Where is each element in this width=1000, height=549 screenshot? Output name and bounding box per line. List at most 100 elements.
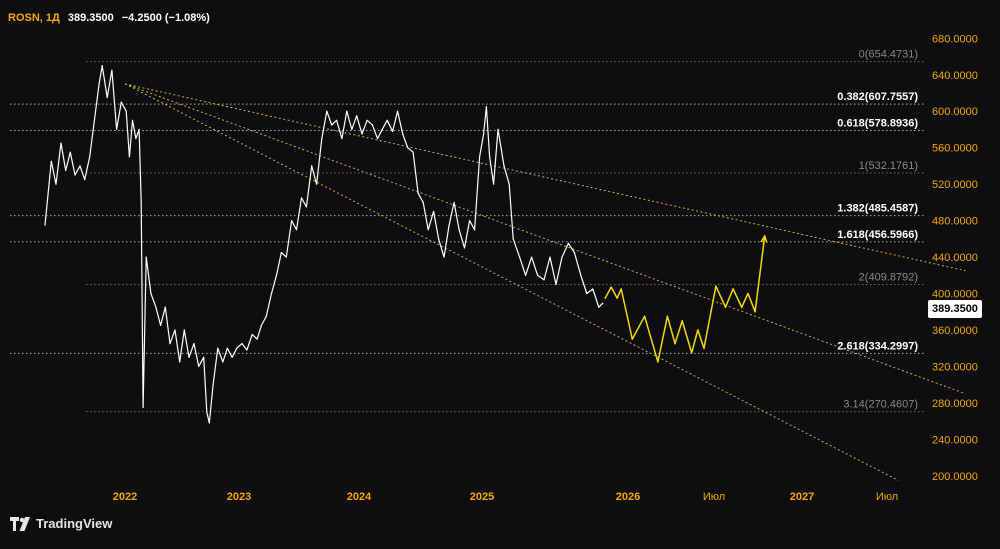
fibonacci-levels: 0(654.4731) 0.382(607.7557) 0.618(578.8936… — [10, 49, 926, 413]
price-point — [150, 292, 152, 295]
price-point — [285, 256, 287, 258]
fib-level-label: 1(532.1761) — [859, 160, 918, 172]
price-point — [376, 137, 379, 140]
price-point — [179, 361, 181, 363]
forecast-point — [747, 292, 749, 295]
legend-price: 389.3500 — [67, 12, 114, 24]
price-point — [226, 347, 229, 349]
price-point — [580, 274, 582, 276]
forecast-point — [610, 286, 612, 288]
price-point — [525, 274, 527, 276]
price-axis-tick: 320.0000 — [932, 361, 978, 373]
price-point — [222, 361, 224, 363]
price-point — [386, 119, 388, 121]
price-point — [381, 128, 383, 131]
price-point — [135, 137, 137, 140]
price-point — [84, 178, 86, 181]
price-point — [183, 329, 185, 331]
forecast-point — [754, 310, 756, 313]
price-point — [497, 128, 499, 131]
forecast-point — [604, 297, 606, 299]
forecast-point — [616, 297, 618, 299]
time-axis-tick: Июл — [876, 491, 898, 503]
price-point — [336, 119, 338, 121]
price-point — [208, 422, 210, 424]
price-point — [573, 251, 576, 254]
price-point — [74, 174, 76, 176]
price-point — [427, 229, 429, 231]
price-point — [60, 142, 62, 144]
forecast-point — [703, 347, 705, 349]
price-point — [275, 274, 278, 276]
price-point — [422, 201, 424, 203]
price-axis: 680.0000 640.0000 600.0000 560.0000 520.0000… — [932, 33, 978, 482]
price-point — [188, 356, 190, 358]
trendlines — [124, 83, 966, 481]
price-point — [519, 256, 521, 258]
price-point — [305, 206, 307, 208]
price-point — [537, 274, 539, 276]
forecast-point — [643, 315, 646, 318]
price-axis-tick: 360.0000 — [932, 325, 978, 337]
price-point — [453, 201, 455, 203]
price-point — [115, 128, 118, 131]
forecast-point — [740, 306, 743, 308]
price-point — [417, 192, 419, 194]
symbol-legend: ROSN, 1Д 389.3500 −4.2500 (−1.08%) — [8, 12, 210, 24]
price-axis-tick: 640.0000 — [932, 70, 978, 82]
time-axis-tick: 2023 — [227, 491, 251, 503]
price-axis-tick: 600.0000 — [932, 106, 978, 118]
tradingview-logo-text: TradingView — [36, 516, 113, 531]
price-point — [351, 128, 353, 131]
price-point — [89, 156, 91, 158]
forecast-path-line — [604, 236, 766, 363]
price-point — [251, 333, 253, 336]
price-point — [561, 256, 563, 258]
price-point — [236, 347, 238, 349]
price-point — [270, 292, 273, 295]
price-point — [346, 110, 348, 112]
time-axis-tick: 2025 — [470, 491, 494, 503]
fib-level-label: 1.618(456.5966) — [837, 229, 918, 241]
price-point — [241, 343, 243, 345]
price-point — [44, 224, 46, 226]
price-series-line — [44, 64, 604, 424]
price-point — [193, 343, 195, 345]
fib-level-label: 0(654.4731) — [859, 49, 918, 61]
tradingview-logo[interactable]: TradingView — [10, 516, 112, 531]
price-point — [549, 256, 551, 258]
forecast-point — [631, 338, 634, 340]
price-point — [280, 251, 283, 254]
price-point — [160, 324, 162, 327]
price-point — [341, 137, 343, 140]
price-point — [463, 247, 466, 249]
price-point — [300, 197, 303, 199]
forecast-point — [620, 288, 622, 290]
price-point — [356, 115, 358, 117]
price-point — [111, 69, 113, 71]
price-point — [508, 183, 510, 185]
price-point — [198, 365, 200, 368]
price-point — [592, 288, 594, 290]
price-point — [407, 147, 409, 149]
fib-level-label: 0.618(578.8936) — [837, 117, 918, 129]
price-point — [315, 183, 318, 185]
price-point — [142, 406, 144, 409]
last-price-badge: 389.3500 — [928, 300, 982, 318]
price-point — [543, 279, 545, 281]
price-point — [265, 315, 267, 317]
price-point — [212, 384, 214, 386]
price-point — [155, 306, 157, 308]
price-point — [512, 238, 514, 240]
trendline — [124, 83, 966, 272]
forecast-point — [674, 342, 676, 345]
fib-level-label: 3.14(270.4607) — [843, 399, 918, 411]
price-point — [79, 165, 81, 167]
price-point — [458, 229, 460, 231]
price-point — [412, 151, 414, 153]
price-point — [438, 238, 440, 240]
forecast-point — [724, 306, 727, 308]
forecast-path-points — [604, 235, 766, 363]
